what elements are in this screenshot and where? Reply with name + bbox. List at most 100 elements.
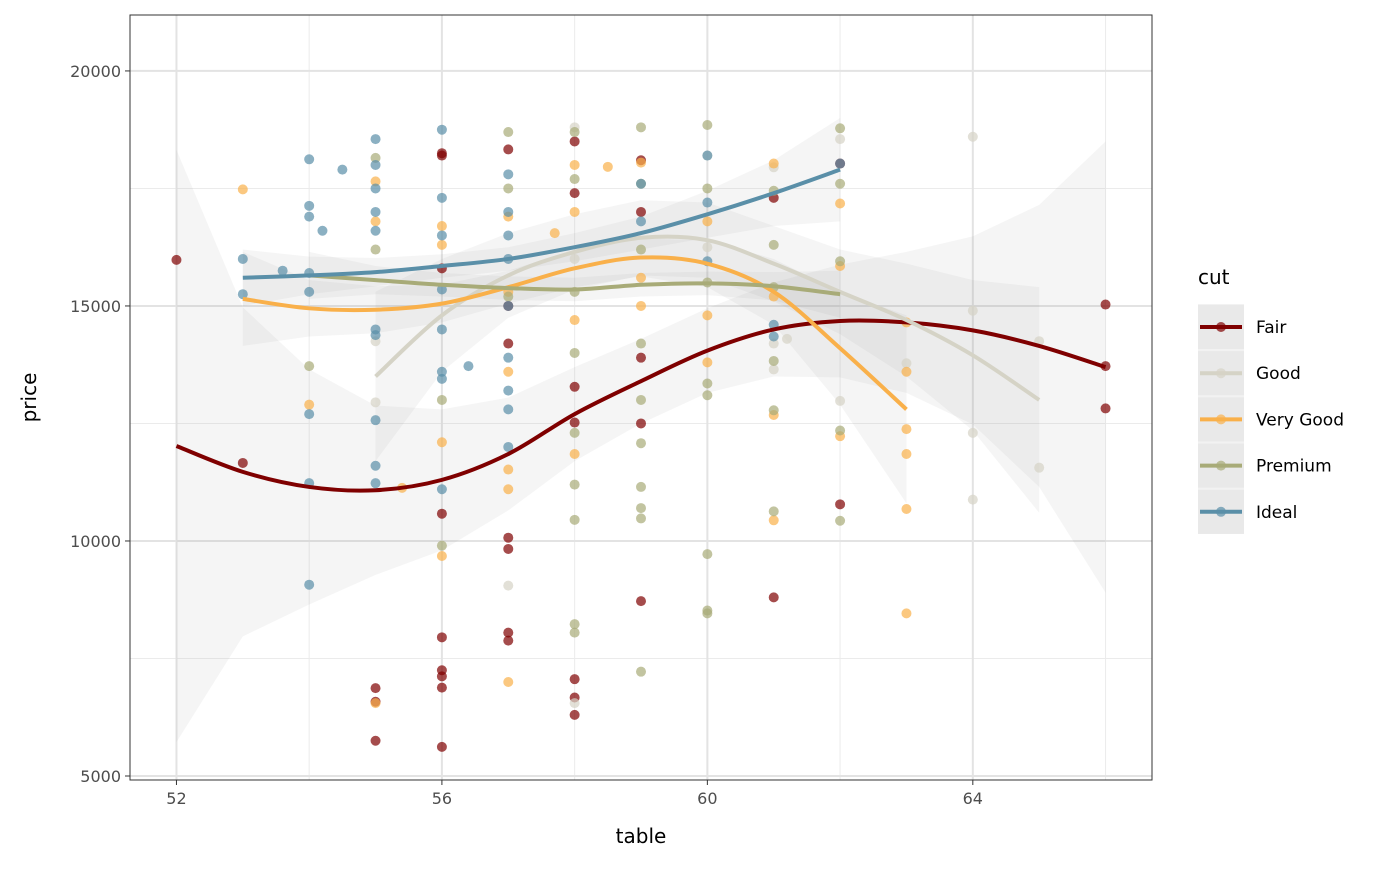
data-point-premium (569, 619, 580, 630)
legend-label: Premium (1256, 457, 1332, 477)
data-point-very-good (569, 315, 580, 326)
data-point-premium (503, 183, 514, 194)
y-tick-label: 10000 (70, 532, 121, 551)
data-point-premium (702, 549, 713, 560)
data-point-ideal (436, 192, 447, 203)
data-point-fair (569, 417, 580, 428)
data-point-very-good (370, 176, 381, 187)
data-point-very-good (702, 357, 713, 368)
data-point-ideal (337, 164, 348, 175)
data-point-premium (569, 427, 580, 438)
smooth-line-premium (309, 273, 841, 297)
data-point-ideal (463, 361, 474, 372)
data-point-fair (503, 338, 514, 349)
legend-key-point (1216, 460, 1226, 471)
data-point-very-good (549, 228, 560, 239)
data-point-ideal (436, 230, 447, 241)
data-point-premium (569, 514, 580, 525)
data-point-very-good (636, 272, 646, 283)
legend-key-point (1216, 506, 1226, 517)
data-point-fair (636, 352, 646, 363)
data-point-fair (569, 381, 580, 392)
data-point-fair (1100, 403, 1111, 414)
data-point-ideal (436, 324, 447, 335)
data-point-fair (636, 596, 646, 607)
data-point-premium (768, 405, 779, 416)
data-point-ideal (768, 331, 779, 342)
data-point-very-good (436, 437, 447, 448)
data-point-very-good (569, 449, 580, 460)
data-point-very-good (569, 206, 580, 217)
data-point-ideal (304, 154, 315, 165)
data-point-ideal (503, 300, 514, 311)
data-point-ideal (370, 330, 381, 341)
data-point-fair (370, 735, 381, 746)
data-point-fair (436, 671, 447, 682)
data-point-very-good (702, 310, 713, 321)
y-tick-label: 15000 (70, 297, 121, 316)
data-point-premium (370, 244, 381, 255)
data-point-ideal (503, 385, 514, 396)
data-point-ideal (237, 289, 248, 300)
data-point-fair (503, 627, 514, 638)
data-point-ideal (370, 206, 381, 217)
data-point-very-good (436, 239, 447, 250)
data-point-good (967, 305, 978, 316)
data-point-ideal (370, 159, 381, 170)
data-point-fair (237, 457, 248, 468)
legend-key-point (1216, 322, 1226, 332)
data-point-good (768, 338, 779, 349)
data-point-premium (636, 513, 646, 524)
data-point-very-good (768, 515, 779, 526)
data-point-ideal (636, 178, 646, 189)
data-point-premium (835, 515, 846, 526)
data-point-ideal (370, 415, 381, 426)
x-tick-label: 60 (697, 789, 717, 808)
data-point-very-good (503, 366, 514, 377)
data-point-ideal (317, 225, 328, 236)
data-point-fair (768, 592, 779, 603)
data-point-very-good (503, 464, 514, 475)
x-tick-label: 64 (963, 789, 983, 808)
data-point-fair (171, 254, 182, 265)
data-point-premium (835, 256, 846, 267)
data-point-good (967, 494, 978, 505)
data-point-premium (768, 239, 779, 250)
y-tick-label: 20000 (70, 62, 121, 81)
data-point-very-good (503, 484, 514, 495)
confidence-ribbon-ideal (242, 117, 841, 306)
legend-label: Very Good (1256, 410, 1344, 430)
data-point-fair (503, 532, 514, 543)
data-point-premium (370, 152, 381, 163)
confidence-ribbon-very-good (242, 238, 907, 504)
data-point-premium (636, 666, 646, 677)
data-point-premium (569, 347, 580, 358)
data-point-fair (636, 418, 646, 429)
data-point-fair (569, 188, 580, 199)
data-point-fair (1100, 299, 1111, 310)
data-point-premium (702, 119, 713, 130)
data-point-premium (636, 394, 646, 405)
data-point-fair (436, 632, 447, 643)
data-point-fair (436, 150, 447, 161)
data-point-very-good (636, 157, 646, 168)
data-point-very-good (436, 221, 447, 232)
data-point-ideal (702, 150, 713, 161)
data-point-ideal (503, 441, 514, 452)
legend-key-point (1216, 368, 1226, 379)
data-point-premium (569, 127, 580, 138)
data-point-ideal (436, 124, 447, 135)
x-tick-label: 52 (166, 789, 186, 808)
data-point-very-good (702, 216, 713, 227)
data-point-fair (569, 674, 580, 685)
data-point-good (782, 333, 792, 344)
data-point-very-good (569, 159, 580, 170)
data-point-very-good (436, 551, 447, 562)
data-point-very-good (901, 504, 912, 515)
legend-key-point (1216, 414, 1226, 425)
x-axis-label: table (616, 824, 667, 848)
data-point-premium (636, 438, 646, 449)
data-point-ideal (835, 158, 846, 169)
data-point-fair (569, 136, 580, 147)
